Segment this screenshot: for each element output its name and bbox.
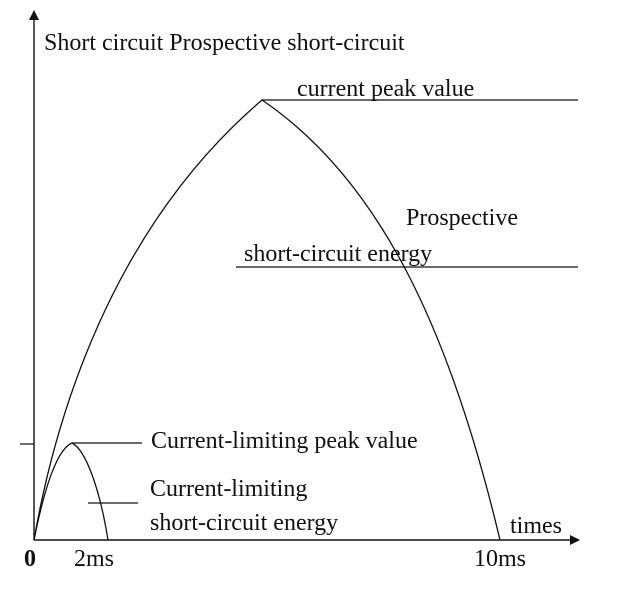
tick-label-2ms: 2ms bbox=[74, 546, 114, 572]
prospective-current-curve bbox=[33, 99, 501, 541]
limiting-current-curve bbox=[33, 442, 109, 541]
label-limiting-peak: Current-limiting peak value bbox=[151, 428, 418, 454]
x-axis-title: times bbox=[510, 513, 562, 539]
tick-label-10ms: 10ms bbox=[474, 546, 526, 572]
label-prospective-peak: current peak value bbox=[297, 76, 474, 102]
y-axis-title: Short circuit Prospective short-circuit bbox=[44, 30, 405, 56]
label-prospective-energy-1: Prospective bbox=[406, 205, 518, 231]
label-limiting-energy-1: Current-limiting bbox=[150, 476, 307, 502]
origin-label: 0 bbox=[24, 546, 36, 572]
label-prospective-energy-2: short-circuit energy bbox=[244, 241, 432, 267]
label-limiting-energy-2: short-circuit energy bbox=[150, 510, 338, 536]
